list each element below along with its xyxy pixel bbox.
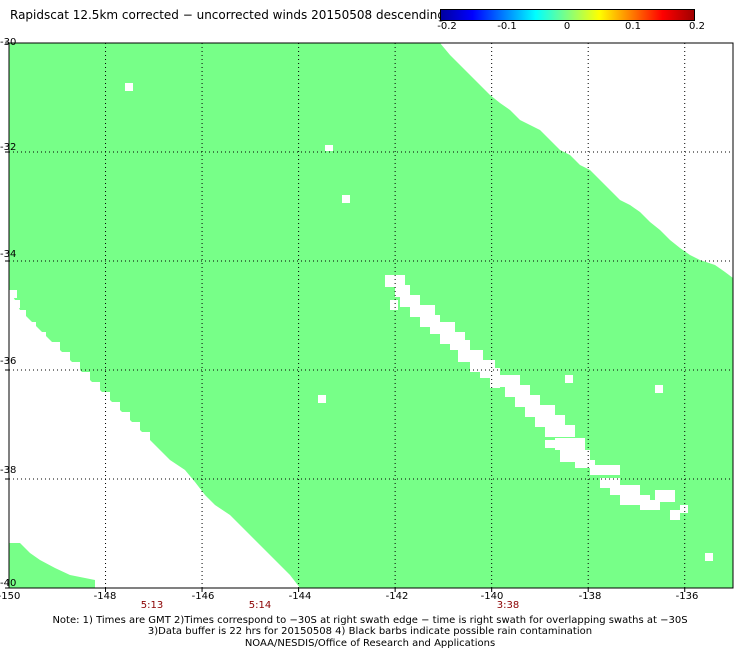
lon-label: -140 xyxy=(480,591,504,602)
missing-data-cell xyxy=(62,352,70,360)
map-frame xyxy=(5,42,734,592)
missing-data-cell xyxy=(555,438,585,450)
missing-data-cell xyxy=(545,440,555,448)
secondary-swath xyxy=(9,543,95,588)
missing-data-cell xyxy=(565,375,573,383)
missing-data-cell xyxy=(610,485,640,495)
swath-time-label: 3:38 xyxy=(496,600,520,611)
colorbar-tick-label: 0.1 xyxy=(625,21,641,32)
missing-data-cell xyxy=(670,510,680,520)
missing-data-cell xyxy=(515,395,540,407)
missing-data-cell xyxy=(560,450,590,462)
missing-data-cell xyxy=(395,285,410,297)
lon-label: -136 xyxy=(675,591,699,602)
lat-label: -38 xyxy=(0,465,17,476)
colorbar-tick-label: 0.2 xyxy=(689,21,705,32)
lat-label: -40 xyxy=(0,578,17,589)
missing-data-cell xyxy=(122,412,130,420)
missing-data-cell xyxy=(390,300,398,310)
note-line-1: Note: 1) Times are GMT 2)Times correspon… xyxy=(52,615,688,626)
missing-data-cell xyxy=(655,385,663,393)
lat-label: -32 xyxy=(0,142,17,153)
map-title: Rapidscat 12.5km corrected − uncorrected… xyxy=(10,8,445,22)
missing-data-cell xyxy=(18,310,26,318)
missing-data-cell xyxy=(430,322,455,334)
missing-data-cell xyxy=(410,305,435,317)
missing-data-cell xyxy=(480,368,500,378)
missing-data-cell xyxy=(385,275,405,287)
missing-data-cell xyxy=(450,340,470,350)
colorbar-tick-label: 0 xyxy=(563,21,571,32)
missing-data-cell xyxy=(640,500,660,510)
missing-data-cell xyxy=(525,405,555,417)
missing-data-cell xyxy=(92,382,100,390)
missing-data-cell xyxy=(142,432,150,440)
missing-data-cell xyxy=(680,505,688,513)
missing-data-cell xyxy=(342,195,350,203)
missing-data-cell xyxy=(655,490,675,502)
lon-label: -146 xyxy=(191,591,215,602)
missing-data-cell xyxy=(620,495,650,505)
colorbar xyxy=(440,9,695,21)
swath-area xyxy=(9,43,733,588)
missing-data-cell xyxy=(125,83,133,91)
note-line-2: 3)Data buffer is 22 hrs for 20150508 4) … xyxy=(147,626,593,637)
missing-data-cell xyxy=(72,362,80,370)
lon-label: -142 xyxy=(385,591,409,602)
note-line-3: NOAA/NESDIS/Office of Research and Appli… xyxy=(244,638,496,649)
missing-data-cell xyxy=(112,402,120,410)
missing-data-cell xyxy=(535,415,565,427)
missing-data-cell xyxy=(590,465,620,475)
missing-data-cell xyxy=(490,380,500,388)
main-swath xyxy=(9,43,733,588)
missing-data-cell xyxy=(52,342,60,350)
colorbar-tick-label: -0.2 xyxy=(437,21,457,32)
missing-data-cell xyxy=(705,553,713,561)
missing-data-cell xyxy=(12,300,20,308)
missing-data-cell xyxy=(82,372,90,380)
missing-data-cell xyxy=(28,322,36,330)
lat-label: -30 xyxy=(0,37,17,48)
lon-label: -138 xyxy=(578,591,602,602)
swath-time-label: 5:14 xyxy=(248,600,272,611)
graticule xyxy=(9,43,733,588)
lon-label: -148 xyxy=(93,591,117,602)
lon-label: -150 xyxy=(0,591,21,602)
map-border xyxy=(8,42,734,589)
missing-data-cell xyxy=(458,350,483,362)
missing-data-cell xyxy=(505,385,530,397)
lon-label: -144 xyxy=(288,591,312,602)
missing-data-cell xyxy=(600,478,620,488)
missing-data-cell xyxy=(9,290,17,298)
lat-label: -36 xyxy=(0,356,17,367)
lat-label: -34 xyxy=(0,249,17,260)
missing-data-cells xyxy=(9,83,713,561)
missing-data-cell xyxy=(545,425,575,437)
swath-time-label: 5:13 xyxy=(140,600,164,611)
colorbar-tick-label: -0.1 xyxy=(497,21,517,32)
missing-data-cell xyxy=(400,295,420,307)
missing-data-cell xyxy=(575,460,595,468)
missing-data-cell xyxy=(318,395,326,403)
missing-data-cell xyxy=(132,422,140,430)
missing-data-cell xyxy=(38,332,46,340)
missing-data-cell xyxy=(325,145,333,151)
